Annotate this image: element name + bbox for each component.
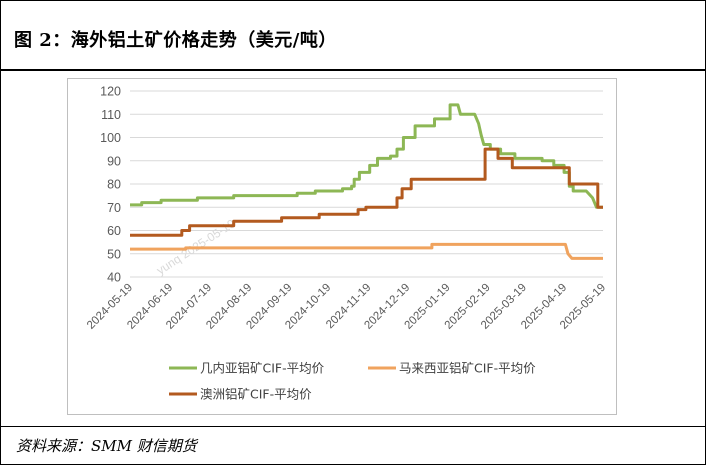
y-axis-ticks: 40 50 60 70 80 90 100 110 120 — [100, 85, 121, 285]
grid-lines — [130, 90, 603, 255]
series-line-2 — [130, 147, 603, 237]
series-line-1 — [130, 242, 603, 260]
y-tick-label: 80 — [107, 178, 121, 192]
footer-rule — [0, 426, 706, 427]
legend-label-2: 澳洲铝矿CIF-平均价 — [200, 387, 312, 402]
title-rule — [0, 69, 706, 71]
y-tick-label: 110 — [101, 108, 121, 122]
source-note: 资料来源：SMM 财信期货 — [16, 437, 197, 455]
y-tick-label: 40 — [107, 271, 121, 285]
y-tick-label: 70 — [107, 201, 121, 215]
y-tick-label: 90 — [107, 154, 121, 168]
y-tick-label: 60 — [107, 224, 121, 238]
legend-label-1: 马来西亚铝矿CIF-平均价 — [399, 361, 536, 376]
y-tick-label: 120 — [100, 85, 121, 99]
series-line-0 — [130, 103, 603, 209]
x-axis-ticks: 2024-05-192024-06-192024-07-192024-08-19… — [85, 282, 608, 332]
figure-title: 图 2：海外铝土矿价格走势（美元/吨） — [14, 30, 337, 51]
chart-border — [67, 78, 617, 415]
legend-label-0: 几内亚铝矿CIF-平均价 — [200, 361, 325, 376]
y-tick-label: 50 — [107, 247, 121, 261]
series-lines — [130, 103, 603, 260]
y-tick-label: 100 — [100, 131, 121, 145]
